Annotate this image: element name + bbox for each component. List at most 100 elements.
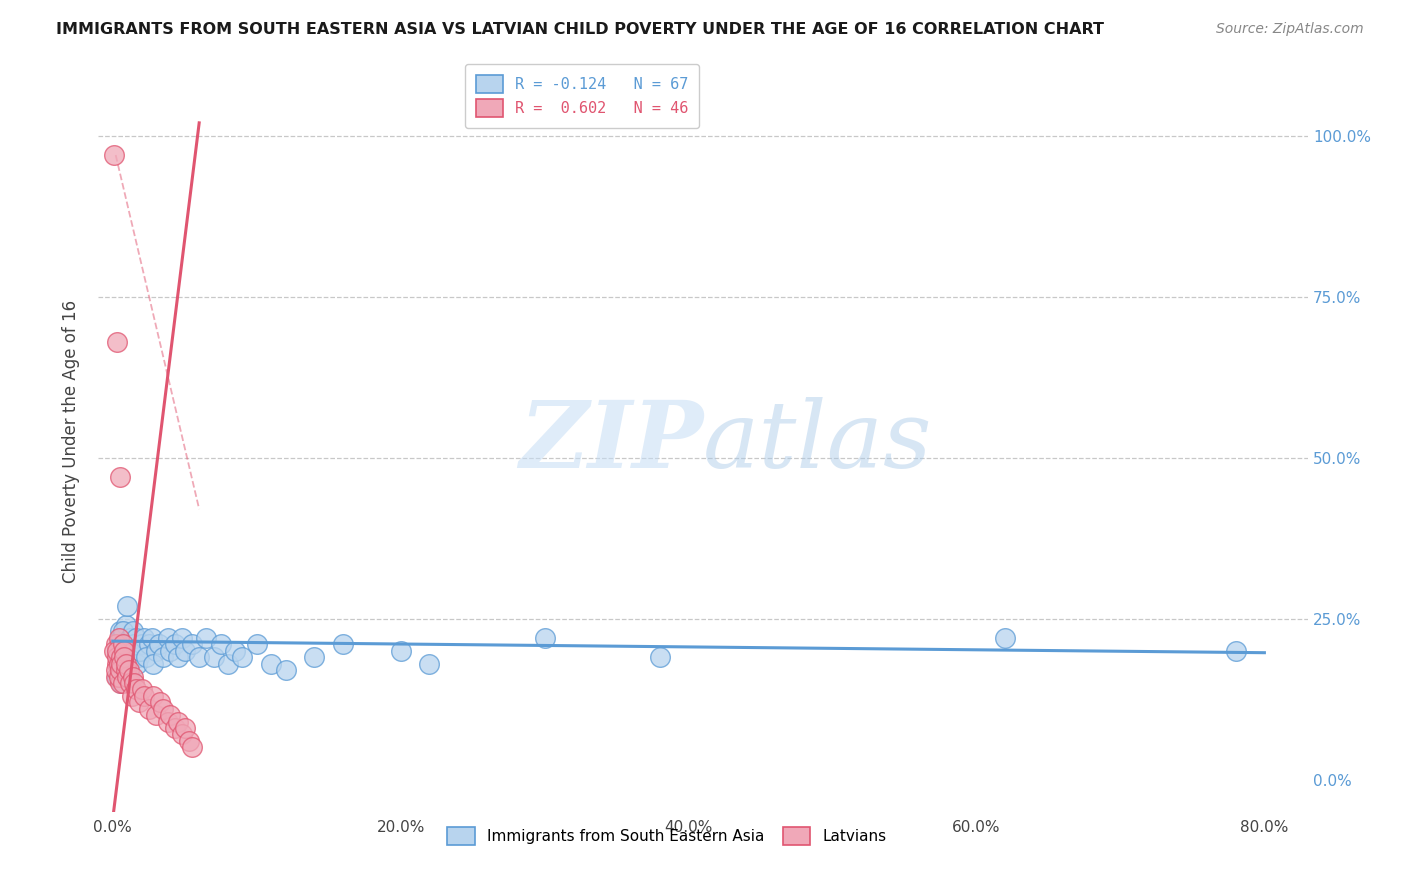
Point: [166, 714, 188, 729]
Point: [156, 631, 179, 645]
Point: [170, 631, 193, 645]
Point: [195, 631, 218, 645]
Point: [111, 676, 134, 690]
Point: [105, 669, 128, 683]
Point: [105, 657, 128, 671]
Point: [128, 650, 150, 665]
Point: [332, 637, 354, 651]
Point: [260, 657, 283, 671]
Point: [533, 631, 555, 645]
Text: Source: ZipAtlas.com: Source: ZipAtlas.com: [1216, 22, 1364, 37]
Point: [131, 682, 153, 697]
Point: [108, 657, 131, 671]
Point: [145, 708, 167, 723]
Point: [110, 657, 132, 671]
Point: [112, 644, 135, 658]
Point: [163, 721, 186, 735]
Point: [202, 650, 225, 665]
Point: [134, 689, 156, 703]
Point: [110, 631, 132, 645]
Point: [129, 644, 152, 658]
Point: [115, 599, 138, 613]
Point: [107, 631, 129, 645]
Point: [125, 682, 148, 697]
Point: [138, 702, 160, 716]
Point: [141, 631, 163, 645]
Point: [108, 624, 131, 639]
Point: [149, 695, 172, 709]
Point: [107, 669, 129, 683]
Point: [118, 663, 141, 677]
Point: [148, 637, 170, 651]
Point: [120, 650, 142, 665]
Point: [104, 669, 127, 683]
Point: [105, 334, 128, 349]
Point: [138, 637, 160, 651]
Point: [110, 650, 132, 665]
Point: [114, 618, 136, 632]
Point: [107, 657, 129, 671]
Point: [107, 663, 129, 677]
Point: [1225, 644, 1247, 658]
Point: [104, 637, 127, 651]
Point: [121, 644, 143, 658]
Point: [120, 631, 142, 645]
Text: ZIP: ZIP: [519, 397, 703, 486]
Point: [124, 637, 146, 651]
Point: [110, 676, 132, 690]
Point: [122, 624, 145, 639]
Point: [112, 650, 135, 665]
Point: [103, 148, 125, 162]
Point: [124, 676, 146, 690]
Point: [217, 657, 239, 671]
Point: [994, 631, 1017, 645]
Point: [152, 702, 174, 716]
Point: [105, 650, 128, 665]
Point: [115, 669, 138, 683]
Point: [304, 650, 326, 665]
Point: [179, 734, 201, 748]
Point: [111, 650, 134, 665]
Point: [131, 637, 153, 651]
Point: [118, 657, 141, 671]
Point: [112, 650, 135, 665]
Point: [103, 644, 125, 658]
Point: [115, 663, 138, 677]
Point: [118, 669, 141, 683]
Point: [156, 714, 179, 729]
Point: [134, 631, 156, 645]
Point: [159, 644, 181, 658]
Text: atlas: atlas: [703, 397, 932, 486]
Point: [105, 644, 128, 658]
Point: [142, 657, 165, 671]
Point: [418, 657, 440, 671]
Point: [135, 650, 157, 665]
Point: [111, 637, 134, 651]
Point: [648, 650, 671, 665]
Point: [114, 657, 136, 671]
Y-axis label: Child Poverty Under the Age of 16: Child Poverty Under the Age of 16: [62, 300, 80, 583]
Legend: Immigrants from South Eastern Asia, Latvians: Immigrants from South Eastern Asia, Latv…: [440, 819, 894, 852]
Text: IMMIGRANTS FROM SOUTH EASTERN ASIA VS LATVIAN CHILD POVERTY UNDER THE AGE OF 16 : IMMIGRANTS FROM SOUTH EASTERN ASIA VS LA…: [56, 22, 1104, 37]
Point: [145, 644, 167, 658]
Point: [181, 637, 204, 651]
Point: [389, 644, 412, 658]
Point: [246, 637, 269, 651]
Point: [209, 637, 232, 651]
Point: [110, 631, 132, 645]
Point: [111, 637, 134, 651]
Point: [170, 727, 193, 741]
Point: [111, 624, 134, 639]
Point: [112, 644, 135, 658]
Point: [122, 669, 145, 683]
Point: [114, 657, 136, 671]
Point: [173, 721, 195, 735]
Point: [159, 708, 181, 723]
Point: [152, 650, 174, 665]
Point: [112, 650, 135, 665]
Point: [224, 644, 246, 658]
Point: [231, 650, 253, 665]
Point: [114, 637, 136, 651]
Point: [105, 644, 128, 658]
Point: [108, 663, 131, 677]
